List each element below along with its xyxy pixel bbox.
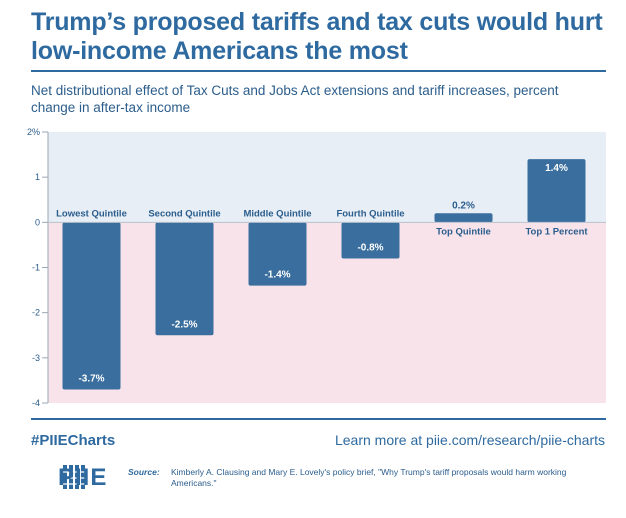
- logo-text: PIIE: [58, 464, 108, 491]
- source-text: Kimberly A. Clausing and Mary E. Lovely'…: [171, 467, 567, 488]
- bar: [341, 222, 400, 259]
- y-tick-label: -3: [32, 353, 40, 363]
- negative-region: [48, 222, 606, 403]
- category-label: Middle Quintile: [243, 208, 311, 219]
- source-label: Source:: [128, 467, 160, 477]
- y-tick-label: 2%: [27, 127, 40, 137]
- piie-logo-icon: [61, 465, 87, 489]
- y-tick-label: 0: [35, 217, 40, 227]
- bar: [434, 213, 493, 223]
- positive-region: [48, 132, 606, 223]
- y-tick-label: 1: [35, 172, 40, 182]
- bar: [155, 222, 214, 336]
- bar: [62, 222, 121, 390]
- data-label: -3.7%: [78, 373, 104, 384]
- y-tick-label: -1: [32, 263, 40, 273]
- category-label: Lowest Quintile: [56, 208, 127, 219]
- chart-subtitle: Net distributional effect of Tax Cuts an…: [31, 83, 559, 115]
- category-label: Top 1 Percent: [525, 226, 588, 237]
- data-label: 1.4%: [545, 163, 568, 174]
- y-tick-label: -2: [32, 308, 40, 318]
- chart-title: Trump’s proposed tariffs and tax cuts wo…: [31, 8, 603, 65]
- bar-chart: 2% 1 0 -1 -2 -3 -4 -3.7% Lowest Quintile -2.5% Sec…: [27, 127, 606, 408]
- bar: [248, 222, 307, 286]
- title-divider: [31, 70, 606, 72]
- data-label: -2.5%: [171, 319, 197, 330]
- footer-hashtag[interactable]: #PIIECharts: [31, 432, 116, 449]
- footer-divider: [31, 418, 606, 420]
- bar: [527, 159, 586, 223]
- data-label: 0.2%: [452, 200, 475, 211]
- category-label: Top Quintile: [436, 226, 491, 237]
- data-label: -1.4%: [264, 270, 290, 281]
- category-label: Fourth Quintile: [336, 208, 404, 219]
- data-label: -0.8%: [357, 242, 383, 253]
- y-tick-label: -4: [32, 398, 40, 408]
- category-label: Second Quintile: [148, 208, 220, 219]
- footer-link[interactable]: Learn more at piie.com/research/piie-cha…: [334, 432, 605, 448]
